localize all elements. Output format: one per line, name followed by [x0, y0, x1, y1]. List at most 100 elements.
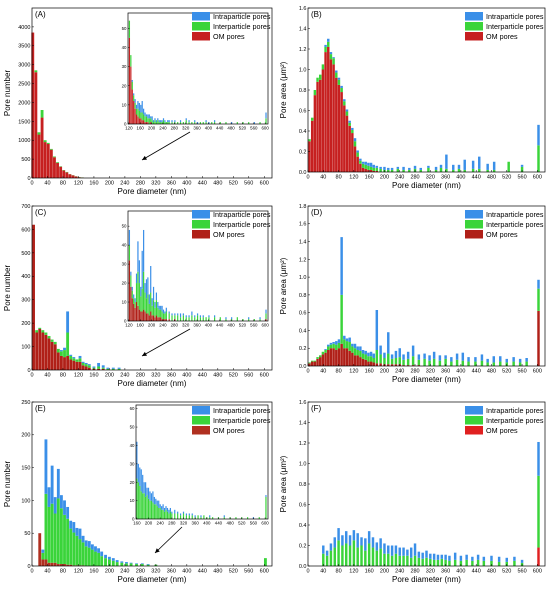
panel-d-bar-inter [345, 341, 349, 349]
panel-e-frame [31, 401, 273, 567]
inset-a-bar-intra [188, 120, 190, 123]
panel-f-legend-swatch [465, 406, 483, 415]
panel-b-bar-inter [402, 169, 405, 172]
panel-e-bar-intra [50, 465, 54, 504]
inset-c-bar-intra [191, 311, 193, 316]
inset-e-bar-inter [200, 517, 202, 519]
panel-e-bar-inter [125, 563, 128, 566]
panel-c-xlabel: Pore diameter (nm) [118, 379, 187, 388]
panel-f-bar-inter [429, 558, 432, 566]
panel-b-bar-inter [351, 129, 354, 134]
inset-c-bar-om [152, 315, 155, 321]
panel-e-bar-inter [115, 562, 119, 566]
inset-a-bar-om [130, 66, 132, 124]
panel-f-bar-inter [444, 559, 447, 566]
inset-e-bar-inter [209, 517, 211, 519]
inset-e-bar-intra [165, 506, 167, 510]
panel-d-bar-inter [402, 359, 405, 366]
panel-b-xtick-label: 400 [456, 175, 465, 181]
panel-d-bar-intra [423, 353, 426, 359]
panel-d-bar-inter [423, 358, 426, 366]
inset-a-bar-om [128, 37, 131, 124]
panel-d-bar-intra [367, 352, 370, 357]
panel-a-bar-om [68, 174, 72, 178]
panel-d-bar-inter [383, 358, 386, 365]
inset-c-bar-inter [128, 245, 131, 261]
panel-f-bar-om [537, 547, 540, 566]
panel-c-bar-om [32, 224, 35, 370]
inset-c-bar-intra [165, 307, 167, 312]
panel-d-bar-om [387, 364, 390, 366]
panel-f-bar-intra [383, 543, 386, 554]
panel-d-bar-inter [394, 358, 398, 365]
panel-d-bar-intra [492, 356, 496, 363]
panel-b-bar-intra [348, 120, 351, 123]
inset-e-bar-intra [166, 507, 169, 512]
panel-d-bar-inter [387, 353, 390, 365]
panel-d-bar-om [364, 359, 367, 366]
inset-a-xtick-label: 280 [171, 125, 179, 130]
panel-f-xtick-label: 400 [456, 569, 465, 575]
inset-a-xtick-label: 560 [250, 125, 258, 130]
panel-d-bar-inter [444, 358, 447, 366]
panel-b-bar-om [308, 141, 311, 172]
inset-c-bar-intra [144, 283, 146, 293]
panel-c-legend-label: Intraparticle pores [213, 210, 271, 219]
panel-d-bar-om [361, 358, 365, 366]
panel-a-xtick-label: 40 [44, 181, 50, 187]
inset-e-bar-inter [166, 511, 169, 519]
inset-c-xtick-label: 200 [148, 322, 156, 327]
panel-f-bar-intra [344, 531, 348, 544]
inset-a-bar-inter [133, 95, 135, 102]
panel-e-bar-intra [135, 563, 138, 565]
inset-c-bar-inter [179, 317, 182, 321]
inset-e-bar-intra [174, 509, 176, 514]
panel-d-xtick-label: 120 [349, 369, 358, 375]
panel-d-bar-intra [345, 338, 349, 342]
panel-d-bar-intra [359, 346, 362, 351]
panel-d-bar-inter [467, 361, 470, 366]
panel-f-xtick-label: 600 [533, 569, 542, 575]
panel-b-bar-inter [327, 41, 330, 47]
panel-d-bar-intra [474, 357, 477, 362]
panel-b-bar-om [321, 69, 325, 172]
panel-d-xtick-label: 280 [410, 369, 419, 375]
panel-e-bar-intra [47, 487, 51, 507]
panel-f-bar-intra [513, 556, 516, 561]
panel-b-legend-label: Interparticle pores [486, 22, 544, 31]
panel-e-bar-inter [59, 508, 63, 565]
inset-c-bar-intra [160, 305, 162, 310]
inset-a-bar-inter [219, 122, 221, 124]
panel-b-legend-swatch [465, 22, 483, 31]
panel-b-bar-inter [359, 160, 362, 164]
panel-f-bar-intra [356, 533, 359, 548]
panel-c-bar-inter [59, 351, 63, 356]
inset-a-bar-inter [248, 122, 250, 124]
panel-b-bar-intra [457, 164, 461, 169]
panel-b-bar-om [310, 120, 314, 172]
panel-b-bar-om [353, 146, 357, 173]
panel-d-bar-intra [348, 337, 351, 342]
inset-a-bar-intra [161, 120, 163, 123]
panel-f-bar-inter [364, 550, 367, 567]
inset-c-bar-intra [194, 315, 196, 318]
inset-c-bar-inter [177, 315, 179, 321]
panel-d-bar-om [390, 364, 394, 366]
panel-a-legend-swatch [192, 32, 210, 41]
inset-c-bar-inter [208, 317, 210, 321]
panel-f-bar-inter [398, 555, 401, 566]
inset-c-bar-om [168, 319, 170, 321]
inset-a-bar-inter [211, 122, 213, 124]
inset-c-bar-intra [168, 311, 170, 314]
panel-b-xtick-label: 80 [336, 175, 342, 181]
panel-c-xtick-label: 320 [151, 373, 160, 379]
panel-b-bar-intra [353, 138, 357, 142]
panel-d-bar-om [316, 358, 319, 366]
panel-b-bar-intra [351, 127, 354, 130]
panel-d-legend-swatch [465, 220, 483, 229]
panel-b-bar-om [343, 105, 346, 173]
panel-b-bar-inter [348, 122, 351, 126]
panel-b-xtick-label: 40 [320, 175, 326, 181]
inset-c-bar-intra [265, 309, 267, 314]
panel-a-bar-om [40, 117, 44, 178]
